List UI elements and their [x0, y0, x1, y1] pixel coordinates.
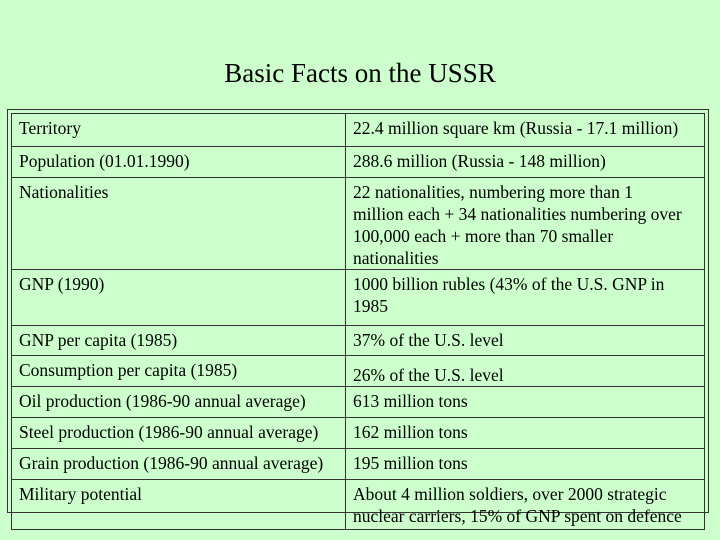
table-row: Oil production (1986-90 annual average) 6…	[11, 386, 705, 418]
row-value: 162 million tons	[345, 417, 705, 449]
row-label: GNP (1990)	[11, 269, 346, 326]
row-value: 195 million tons	[345, 448, 705, 480]
table-row: Military potential About 4 million soldie…	[11, 479, 705, 530]
row-value: 288.6 million (Russia - 148 million)	[345, 146, 705, 178]
row-label: GNP per capita (1985)	[11, 325, 346, 356]
row-value: About 4 million soldiers, over 2000 stra…	[345, 479, 705, 530]
row-value: 22.4 million square km (Russia - 17.1 mi…	[345, 113, 705, 147]
row-label: Population (01.01.1990)	[11, 146, 346, 178]
row-value: 613 million tons	[345, 386, 705, 418]
row-value: 37% of the U.S. level	[345, 325, 705, 356]
row-value: 22 nationalities, numbering more than 1 …	[345, 177, 705, 270]
table-row: Population (01.01.1990) 288.6 million (Ru…	[11, 146, 705, 178]
row-value: 26% of the U.S. level	[345, 355, 705, 387]
table-row: Nationalities 22 nationalities, numbering…	[11, 177, 705, 270]
row-label: Consumption per capita (1985)	[11, 355, 346, 387]
row-label: Territory	[11, 113, 346, 147]
table-row: Grain production (1986-90 annual average…	[11, 448, 705, 480]
table-frame: Territory 22.4 million square km (Russia …	[7, 109, 709, 530]
table-row: Steel production (1986-90 annual average…	[11, 417, 705, 449]
table-row: GNP per capita (1985) 37% of the U.S. lev…	[11, 325, 705, 356]
table-body: Territory 22.4 million square km (Russia …	[11, 113, 705, 530]
table-row: Consumption per capita (1985) 26% of the …	[11, 355, 705, 387]
table-row: GNP (1990) 1000 billion rubles (43% of th…	[11, 269, 705, 326]
facts-table: Territory 22.4 million square km (Russia …	[11, 113, 705, 530]
row-label: Steel production (1986-90 annual average…	[11, 417, 346, 449]
table-row: Territory 22.4 million square km (Russia …	[11, 113, 705, 147]
row-label: Grain production (1986-90 annual average…	[11, 448, 346, 480]
row-label: Oil production (1986-90 annual average)	[11, 386, 346, 418]
row-value: 1000 billion rubles (43% of the U.S. GNP…	[345, 269, 705, 326]
row-label: Nationalities	[11, 177, 346, 270]
slide-title: Basic Facts on the USSR	[224, 58, 496, 88]
row-label: Military potential	[11, 479, 346, 530]
